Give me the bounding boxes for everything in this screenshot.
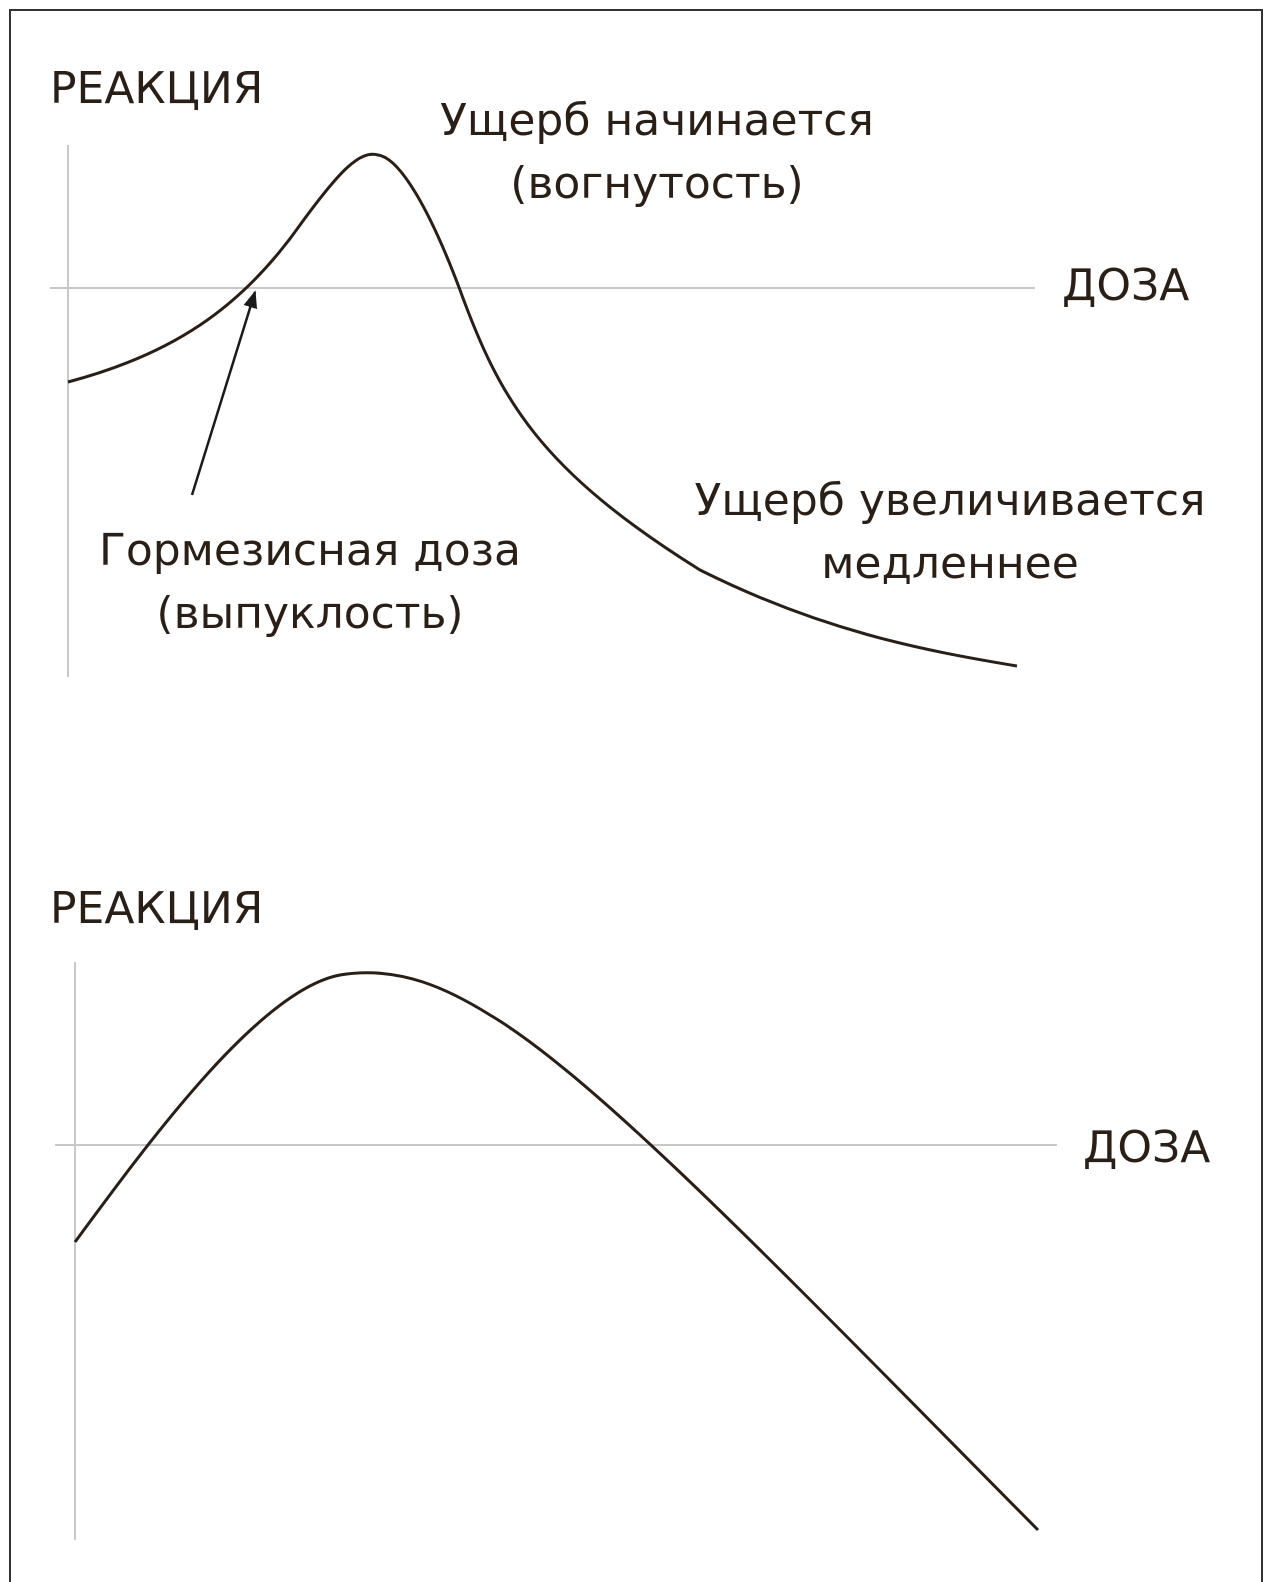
annotation: (выпуклость) [156,588,463,639]
arrow [190,290,258,496]
response-curve [67,152,1018,668]
annotation: медленнее [821,538,1079,589]
y-label: РЕАКЦИЯ [50,883,263,934]
y-label: РЕАКЦИЯ [50,63,263,114]
response-curve [73,971,1040,1532]
annotation: Гормезисная доза [99,525,521,576]
x-label: ДОЗА [1062,260,1189,311]
x-label: ДОЗА [1083,1122,1210,1173]
annotation: (вогнутость) [510,158,803,209]
annotation: Ущерб увеличивается [695,475,1206,526]
annotation: Ущерб начинается [440,95,874,146]
frame [9,9,1263,1582]
